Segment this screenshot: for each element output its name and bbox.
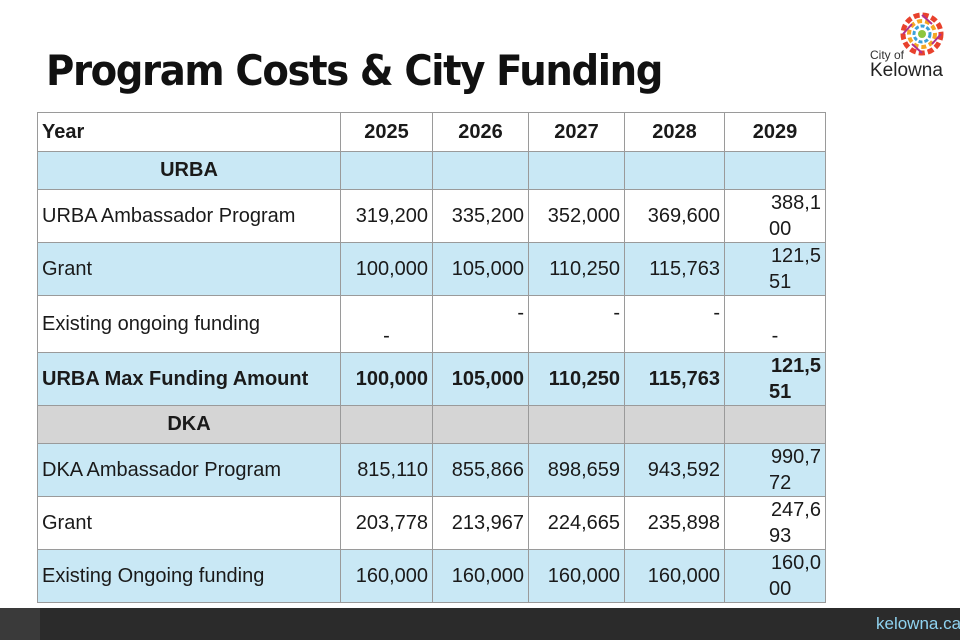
cell-2029: 160,0 00 (724, 549, 826, 603)
cell-2028: 160,000 (624, 549, 725, 603)
table-row: Existing Ongoing funding 160,000 160,000… (37, 549, 826, 603)
cell-2026: 160,000 (432, 549, 529, 603)
header-2028: 2028 (624, 112, 725, 152)
section-row-urba: URBA (37, 151, 826, 190)
cell-2025: 100,000 (340, 352, 433, 406)
header-year: Year (37, 112, 341, 152)
cell-2027: 898,659 (528, 443, 625, 497)
cell-2025: 203,778 (340, 496, 433, 550)
cell-2027: 110,250 (528, 352, 625, 406)
footer-bar-left (0, 608, 40, 640)
footer-bar (0, 608, 960, 640)
table-row: Existing ongoing funding - - - - - (37, 295, 826, 353)
cell-2025: 100,000 (340, 242, 433, 296)
cell-2028: 369,600 (624, 189, 725, 243)
cell-2027: - (528, 295, 625, 353)
cell-2026: - (432, 295, 529, 353)
row-label: URBA Max Funding Amount (37, 352, 341, 406)
table-row-total: URBA Max Funding Amount 100,000 105,000 … (37, 352, 826, 406)
cell-2025: 319,200 (340, 189, 433, 243)
cell-2026: 213,967 (432, 496, 529, 550)
row-label: DKA Ambassador Program (37, 443, 341, 497)
kelowna-sun-logo-icon (900, 12, 944, 56)
section-label: URBA (37, 151, 341, 190)
slide-title: Program Costs & City Funding (46, 46, 663, 95)
cell-2029: 121,5 51 (724, 242, 826, 296)
header-2027: 2027 (528, 112, 625, 152)
cell-2026: 105,000 (432, 242, 529, 296)
cell-2028: 943,592 (624, 443, 725, 497)
cell-2025: - (340, 295, 433, 353)
row-label: Existing Ongoing funding (37, 549, 341, 603)
cell-2026: 855,866 (432, 443, 529, 497)
row-label: URBA Ambassador Program (37, 189, 341, 243)
cell-2025: 815,110 (340, 443, 433, 497)
cell-2029: 247,6 93 (724, 496, 826, 550)
section-row-dka: DKA (37, 405, 826, 444)
table-row: Grant 100,000 105,000 110,250 115,763 12… (37, 242, 826, 296)
cell-2029: 388,1 00 (724, 189, 826, 243)
header-2026: 2026 (432, 112, 529, 152)
cell-2029: 121,5 51 (724, 352, 826, 406)
header-2029: 2029 (724, 112, 826, 152)
header-2025: 2025 (340, 112, 433, 152)
cell-2027: 110,250 (528, 242, 625, 296)
section-label: DKA (37, 405, 341, 444)
cell-2029: - (724, 295, 826, 353)
cell-2028: 235,898 (624, 496, 725, 550)
city-logo: City of Kelowna (860, 12, 952, 84)
funding-table: Year 2025 2026 2027 2028 2029 URBA URBA … (37, 112, 826, 603)
cell-2026: 105,000 (432, 352, 529, 406)
row-label: Grant (37, 496, 341, 550)
cell-2027: 160,000 (528, 549, 625, 603)
logo-kelowna: Kelowna (870, 60, 943, 81)
table-row: Grant 203,778 213,967 224,665 235,898 24… (37, 496, 826, 550)
cell-2029: 990,7 72 (724, 443, 826, 497)
table-row: URBA Ambassador Program 319,200 335,200 … (37, 189, 826, 243)
cell-2028: - (624, 295, 725, 353)
table-row: DKA Ambassador Program 815,110 855,866 8… (37, 443, 826, 497)
cell-2028: 115,763 (624, 352, 725, 406)
cell-2027: 224,665 (528, 496, 625, 550)
row-label: Grant (37, 242, 341, 296)
footer-url: kelowna.ca (876, 614, 960, 633)
table-header-row: Year 2025 2026 2027 2028 2029 (37, 112, 826, 152)
row-label: Existing ongoing funding (37, 295, 341, 353)
cell-2027: 352,000 (528, 189, 625, 243)
cell-2028: 115,763 (624, 242, 725, 296)
cell-2026: 335,200 (432, 189, 529, 243)
logo-city-of: City of (870, 48, 905, 62)
cell-2025: 160,000 (340, 549, 433, 603)
